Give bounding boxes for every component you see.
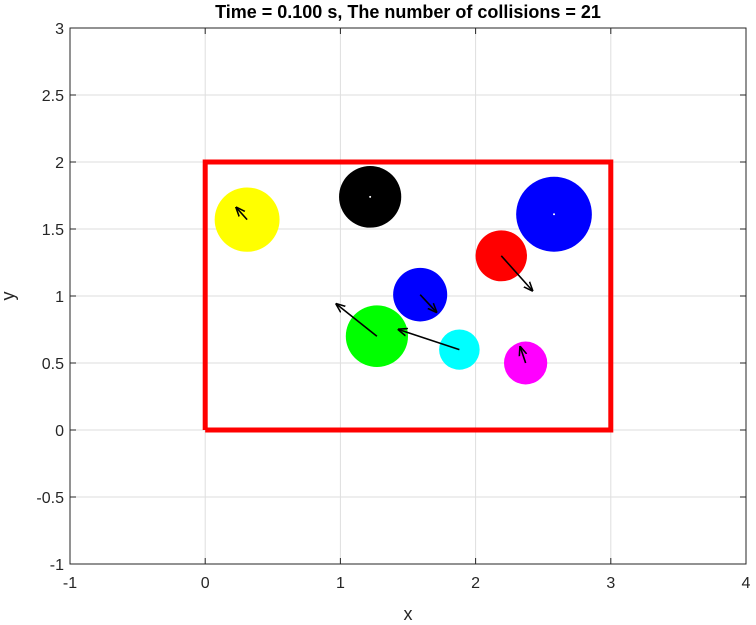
y-tick-label: -0.5 <box>36 490 64 507</box>
y-axis-label: y <box>0 292 18 301</box>
y-tick-label: 2 <box>55 155 64 172</box>
ticks: -1 0 1 2 3 4 -1 -0.5 0 0.5 1 1.5 2 2.5 3 <box>36 21 750 592</box>
x-tick-label: 2 <box>471 575 480 592</box>
y-tick-label: -1 <box>50 557 64 574</box>
plot-marks <box>202 159 614 433</box>
x-tick-label: 4 <box>742 575 751 592</box>
y-tick-label: 1.5 <box>42 222 64 239</box>
velocity-arrow <box>236 208 248 221</box>
chart-title: Time = 0.100 s, The number of collisions… <box>215 2 601 22</box>
box-boundary <box>202 159 614 433</box>
y-tick-label: 0.5 <box>42 356 64 373</box>
velocity-arrow <box>419 294 436 312</box>
x-tick-label: 0 <box>201 575 210 592</box>
x-tick-label: 3 <box>606 575 615 592</box>
x-tick-label: -1 <box>63 575 77 592</box>
y-tick-label: 1 <box>55 289 64 306</box>
y-tick-label: 2.5 <box>42 88 64 105</box>
velocity-arrow <box>336 304 378 337</box>
y-tick-label: 3 <box>55 21 64 38</box>
velocity-arrow <box>500 255 532 291</box>
velocity-arrow <box>399 330 460 351</box>
x-tick-label: 1 <box>336 575 345 592</box>
x-axis-label: x <box>404 604 413 624</box>
ball-center-dot <box>369 195 372 198</box>
ball-center-dot <box>553 213 556 216</box>
y-tick-label: 0 <box>55 423 64 440</box>
velocity-arrow <box>520 347 525 364</box>
